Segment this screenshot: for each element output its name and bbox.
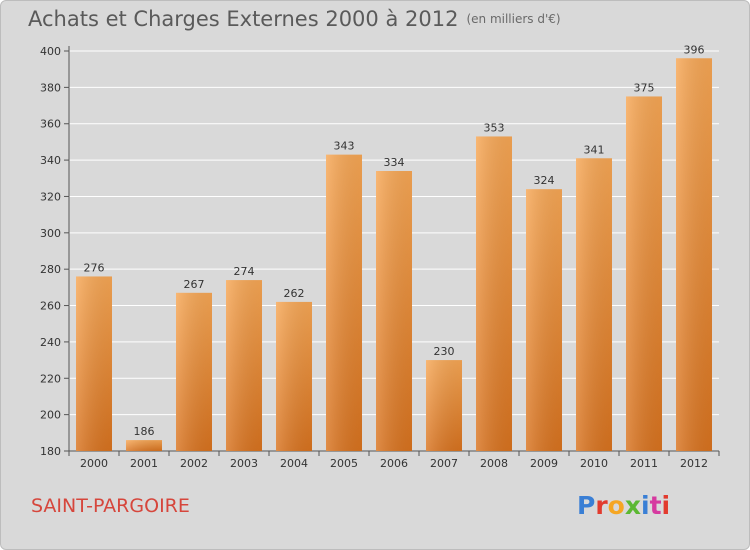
- y-tick-label: 360: [40, 118, 61, 131]
- proxiti-logo[interactable]: Proxiti: [577, 491, 670, 520]
- bar-shine-2005: [326, 154, 362, 452]
- bar-shine-2008: [476, 136, 512, 452]
- data-label-2010: 341: [584, 143, 605, 156]
- x-tick-label: 2012: [680, 457, 708, 470]
- chart-title-text: Achats et Charges Externes 2000 à 2012: [28, 7, 459, 31]
- bar-shine-2003: [226, 280, 262, 451]
- bar-shine-2006: [376, 171, 412, 451]
- bar-shine-2007: [426, 360, 462, 451]
- x-tick-label: 2008: [480, 457, 508, 470]
- logo-letter: t: [649, 491, 662, 520]
- commune-name: SAINT-PARGOIRE: [31, 495, 190, 517]
- data-label-2012: 396: [684, 43, 705, 56]
- bars: [76, 58, 712, 452]
- data-label-2011: 375: [634, 81, 655, 94]
- x-tick-label: 2001: [130, 457, 158, 470]
- logo-letter: i: [641, 491, 650, 520]
- y-tick-label: 240: [40, 336, 61, 349]
- bar-shine-2012: [676, 58, 712, 451]
- x-tick-label: 2004: [280, 457, 308, 470]
- logo-letter: P: [577, 491, 596, 520]
- bar-shine-2010: [576, 158, 612, 452]
- bar-shine-2009: [526, 189, 562, 451]
- bar-shine-2000: [76, 276, 112, 451]
- bar-shine-2011: [626, 96, 662, 452]
- x-tick-label: 2000: [80, 457, 108, 470]
- data-label-2008: 353: [484, 121, 505, 134]
- bar-shine-2002: [176, 292, 212, 451]
- data-label-2006: 334: [384, 156, 405, 169]
- data-label-2009: 324: [534, 174, 555, 187]
- y-tick-label: 220: [40, 372, 61, 385]
- data-label-2003: 274: [234, 265, 255, 278]
- y-tick-label: 320: [40, 190, 61, 203]
- data-label-2007: 230: [434, 345, 455, 358]
- data-label-2002: 267: [184, 278, 205, 291]
- y-tick-label: 380: [40, 81, 61, 94]
- x-tick-label: 2003: [230, 457, 258, 470]
- x-tick-label: 2011: [630, 457, 658, 470]
- x-tick-label: 2006: [380, 457, 408, 470]
- y-tick-label: 340: [40, 154, 61, 167]
- data-label-2004: 262: [284, 287, 305, 300]
- logo-letter: r: [595, 491, 608, 520]
- data-labels: 276 186 267 274 262 343 334 230 353 324 341 375 396: [84, 43, 705, 438]
- bar-shine-2001: [126, 440, 162, 451]
- y-tick-label: 200: [40, 409, 61, 422]
- y-tick-label: 180: [40, 445, 61, 458]
- x-tick-label: 2005: [330, 457, 358, 470]
- x-tick-label: 2007: [430, 457, 458, 470]
- logo-letter: o: [607, 491, 625, 520]
- bar-shine-2004: [276, 301, 312, 451]
- chart-title: Achats et Charges Externes 2000 à 2012 (e…: [28, 7, 561, 31]
- x-tick-label: 2009: [530, 457, 558, 470]
- data-label-2005: 343: [334, 140, 355, 153]
- y-tick-label: 280: [40, 263, 61, 276]
- x-tick-label: 2002: [180, 457, 208, 470]
- chart-subtitle: (en milliers d'€): [466, 12, 561, 26]
- data-label-2001: 186: [134, 425, 155, 438]
- x-tick-label: 2010: [580, 457, 608, 470]
- y-tick-label: 400: [40, 45, 61, 58]
- y-tick-label: 300: [40, 227, 61, 240]
- logo-letter: i: [661, 491, 671, 520]
- y-tick-label: 260: [40, 300, 61, 313]
- data-label-2000: 276: [84, 261, 105, 274]
- logo-letter: x: [624, 491, 641, 520]
